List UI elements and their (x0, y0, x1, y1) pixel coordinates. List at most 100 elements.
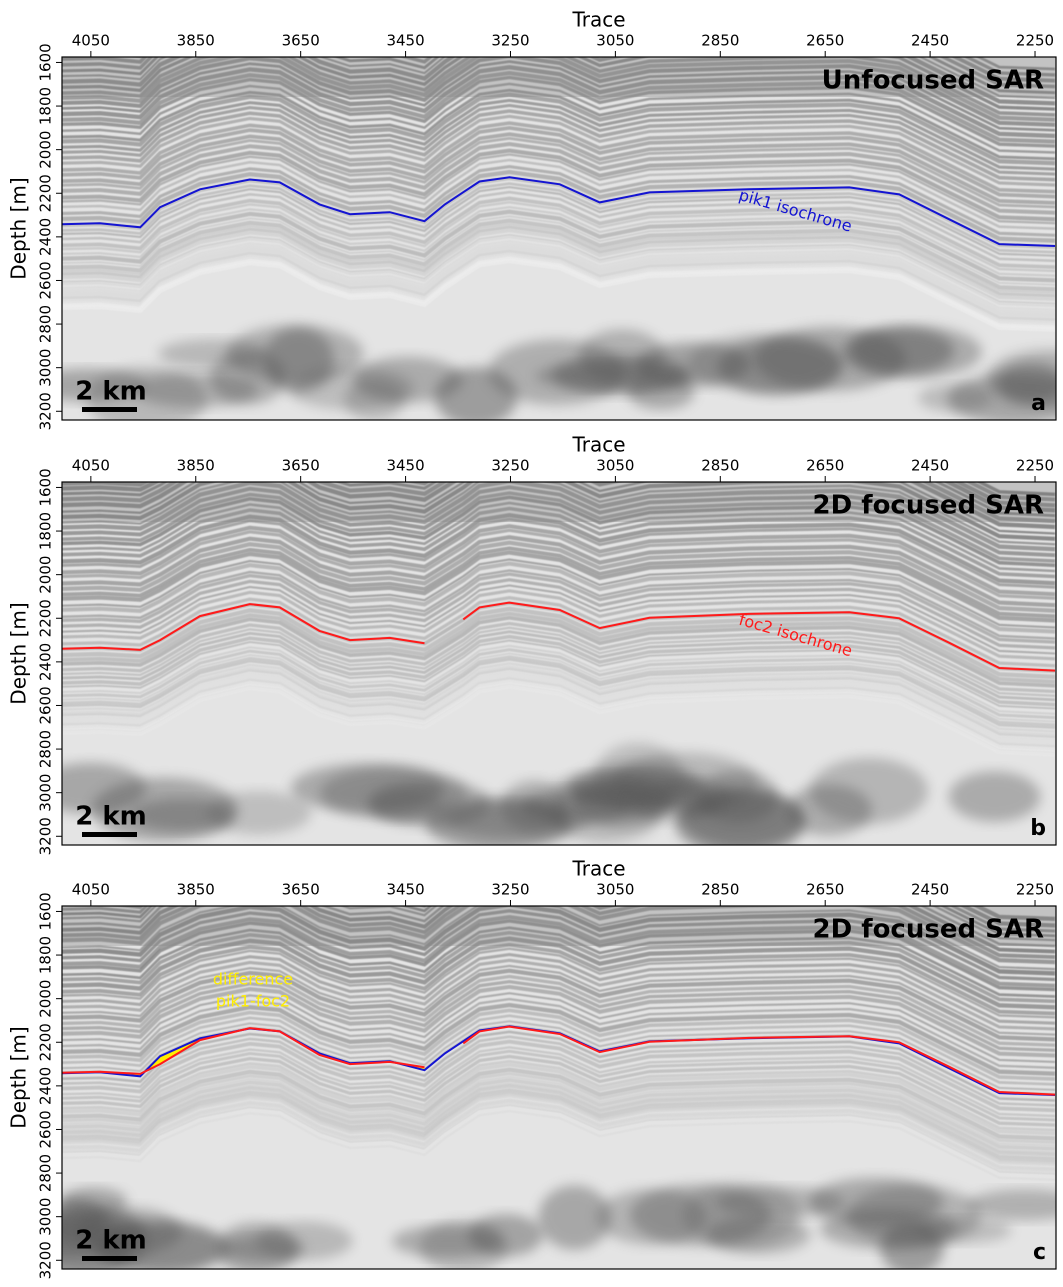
x-tick-label: 2250 (1016, 881, 1054, 899)
texture (62, 233, 1056, 305)
texture (62, 126, 1056, 199)
scale-label: 2 km (75, 802, 147, 832)
texture (62, 584, 1056, 655)
texture (62, 947, 1056, 1019)
texture (62, 926, 1056, 998)
texture (62, 92, 1056, 166)
x-tick-label: 4050 (72, 32, 110, 50)
x-tick-label: 2250 (1016, 457, 1054, 475)
texture (62, 1078, 1056, 1151)
y-tick-label: 2000 (37, 556, 55, 594)
x-tick-label: 3650 (282, 32, 320, 50)
texture (62, 1107, 1056, 1180)
y-tick-label: 2200 (37, 599, 55, 637)
y-tick-label: 2800 (37, 1154, 55, 1192)
bed-echo (696, 770, 779, 823)
texture (62, 909, 1056, 982)
x-tick-label: 2650 (806, 32, 844, 50)
texture (62, 589, 1056, 661)
panel-label: a (1031, 391, 1046, 416)
texture (62, 639, 1056, 710)
texture (62, 141, 1056, 215)
y-tick-label: 3000 (37, 774, 55, 812)
texture (62, 615, 1056, 688)
bed-echo (391, 1225, 502, 1258)
texture (62, 205, 1056, 277)
texture (62, 60, 1056, 132)
texture (62, 596, 1056, 668)
y-tick-label: 1800 (37, 512, 55, 550)
texture (62, 215, 1056, 286)
texture (62, 1067, 1056, 1141)
bed-echo (997, 362, 1056, 402)
y-tick-label: 2400 (37, 218, 55, 256)
plot-frame (61, 481, 1057, 846)
texture (62, 906, 1056, 960)
texture (62, 1046, 1056, 1118)
texture (62, 1093, 1056, 1167)
texture (62, 1071, 1056, 1145)
texture (62, 997, 1056, 1069)
texture (62, 196, 1056, 269)
texture (62, 1030, 1056, 1102)
texture (62, 611, 1056, 684)
texture (62, 914, 1056, 988)
radargram (62, 906, 1056, 1269)
texture (62, 578, 1056, 650)
texture (62, 964, 1056, 1036)
radargram (62, 57, 1056, 420)
texture (62, 65, 1056, 139)
x-tick-label: 2850 (701, 32, 739, 50)
texture (62, 677, 1056, 749)
texture (62, 57, 1056, 111)
texture (62, 501, 1056, 573)
texture (62, 561, 1056, 634)
x-tick-label: 3450 (386, 881, 424, 899)
texture (62, 190, 1056, 263)
texture (62, 57, 1056, 122)
x-tick-label: 3250 (491, 32, 529, 50)
y-tick-label: 3000 (37, 349, 55, 387)
texture (62, 254, 1056, 326)
texture (62, 169, 1056, 243)
x-tick-label: 3450 (386, 32, 424, 50)
texture (62, 240, 1056, 311)
x-tick-label: 3850 (177, 32, 215, 50)
texture (62, 648, 1056, 720)
texture (62, 1062, 1056, 1136)
texture (62, 569, 1056, 640)
x-axis-label: Trace (571, 8, 625, 32)
bed-echo (222, 1235, 305, 1262)
texture (62, 109, 1056, 182)
x-tick-label: 3650 (282, 881, 320, 899)
texture (62, 1102, 1056, 1175)
texture (62, 626, 1056, 697)
texture (62, 249, 1056, 322)
texture (62, 153, 1056, 225)
x-tick-label: 2450 (911, 32, 949, 50)
x-tick-label: 2450 (911, 457, 949, 475)
texture (62, 235, 1056, 307)
bed-echo (578, 329, 666, 384)
y-tick-label: 2600 (37, 261, 55, 299)
texture (62, 182, 1056, 254)
y-tick-label: 2000 (37, 131, 55, 169)
texture (62, 132, 1056, 205)
scale-label: 2 km (75, 1226, 147, 1256)
bed-echo (263, 327, 334, 393)
scale-bar (82, 407, 137, 412)
bed-echo (75, 1207, 183, 1255)
texture (62, 165, 1056, 237)
x-tick-label: 3850 (177, 457, 215, 475)
texture (62, 246, 1056, 320)
texture (62, 655, 1056, 728)
panel-title: 2D focused SAR (813, 915, 1044, 945)
bed-echo (206, 791, 312, 835)
upper-shade (62, 906, 1056, 946)
texture (62, 974, 1056, 1047)
texture (62, 979, 1056, 1052)
texture (62, 1109, 1056, 1181)
texture (62, 930, 1056, 1004)
y-axis-label: Depth [m] (7, 1026, 31, 1128)
